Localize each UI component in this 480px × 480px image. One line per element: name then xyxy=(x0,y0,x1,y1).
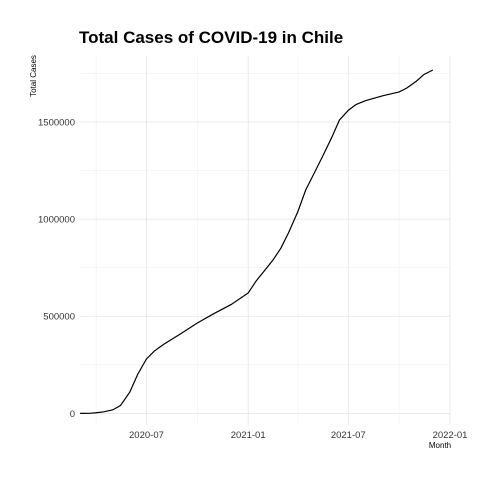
y-tick-label: 0 xyxy=(70,409,75,420)
y-tick-label: 500000 xyxy=(43,312,75,323)
x-axis-label: Month xyxy=(429,441,451,450)
y-tick-label: 1500000 xyxy=(38,118,75,129)
y-tick-label: 1000000 xyxy=(38,215,75,226)
grid-lines xyxy=(79,56,451,425)
y-axis-label: Total Cases xyxy=(29,55,38,97)
chart-title: Total Cases of COVID-19 in Chile xyxy=(79,28,343,47)
x-tick-labels: 2020-07 2021-01 2021-07 2022-01 xyxy=(129,430,467,441)
x-tick-label: 2021-01 xyxy=(231,430,266,441)
series-line xyxy=(80,69,434,414)
x-tick-label: 2021-07 xyxy=(331,430,366,441)
series-layer xyxy=(80,69,434,414)
x-tick-label: 2022-01 xyxy=(433,430,468,441)
x-tick-label: 2020-07 xyxy=(129,430,164,441)
y-tick-labels: 0 500000 1000000 1500000 xyxy=(38,118,75,420)
